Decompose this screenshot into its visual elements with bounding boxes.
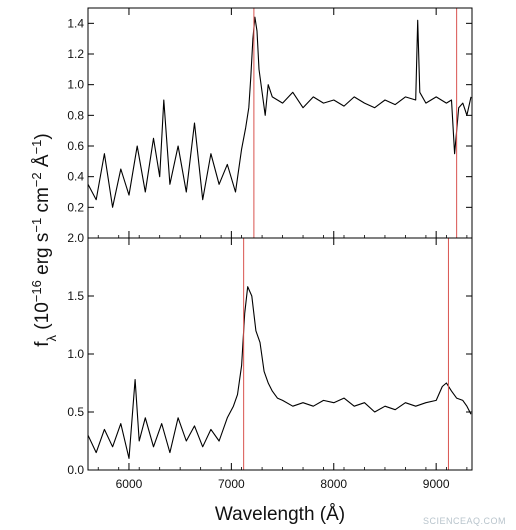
bottom-ytick-label: 1.0 (67, 347, 84, 361)
top-spectrum-line (87, 16, 472, 208)
top-ytick-label: 0.4 (67, 170, 84, 184)
top-panel: 0.2 0.4 0.6 0.8 1.0 1.2 1.4 (67, 7, 473, 239)
x-tick-label: 7000 (218, 477, 245, 491)
bottom-ytick-label: 0.5 (67, 405, 84, 419)
top-ytick-label: 1.0 (67, 78, 84, 92)
bottom-ytick-label: 1.5 (67, 289, 84, 303)
top-ytick-label: 0.6 (67, 139, 84, 153)
bottom-ytick-label: 2.0 (67, 231, 84, 245)
watermark: SCIENCEAQ.COM (422, 516, 506, 526)
y-axis-label: fλ (10−16 erg s−1 cm−2 Å−1) (29, 133, 59, 347)
x-axis-label: Wavelength (Å) (215, 504, 345, 525)
x-tick-labels: 6000 7000 8000 9000 (116, 477, 450, 491)
top-axes-frame (87, 7, 473, 239)
top-ytick-label: 0.2 (67, 200, 84, 214)
bottom-panel: 0.0 0.5 1.0 1.5 2.0 (67, 231, 473, 477)
bottom-spectrum-line (87, 286, 472, 459)
bottom-axes-frame (87, 237, 473, 471)
bottom-ytick-label: 0.0 (67, 463, 84, 477)
x-tick-label: 8000 (320, 477, 347, 491)
top-ytick-label: 0.8 (67, 108, 84, 122)
x-tick-label: 9000 (423, 477, 450, 491)
x-tick-label: 6000 (116, 477, 143, 491)
top-ytick-label: 1.2 (67, 47, 84, 61)
top-ytick-label: 1.4 (67, 16, 84, 30)
